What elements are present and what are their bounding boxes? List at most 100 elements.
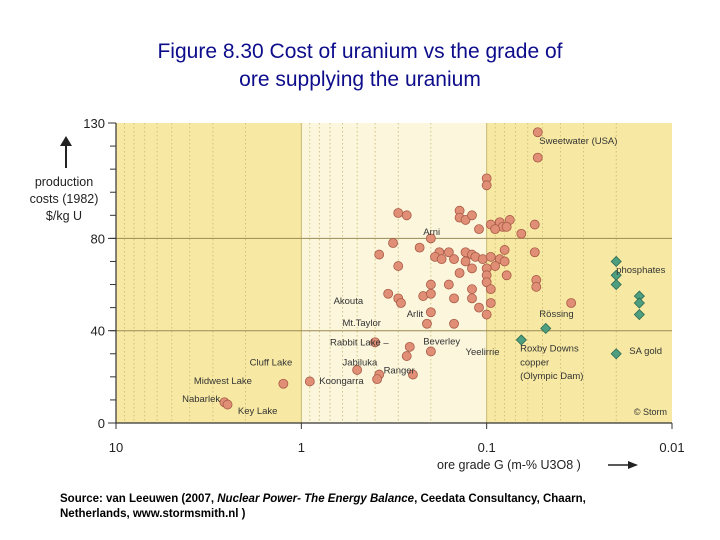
x-tick-label: 0.1 xyxy=(478,440,496,455)
deposit-point xyxy=(370,337,380,348)
deposit-point xyxy=(474,224,484,235)
deposit-point xyxy=(454,268,465,278)
deposit-point xyxy=(499,256,510,267)
deposit-label: Arlit xyxy=(407,309,424,320)
deposit-point xyxy=(467,293,477,304)
deposit-label: Nabarlek xyxy=(182,394,220,405)
y-axis-label-line: production xyxy=(35,175,93,189)
deposit-point xyxy=(425,288,436,299)
byproduct-point xyxy=(610,348,622,360)
source-prefix: Source: van Leeuwen (2007, xyxy=(60,493,218,505)
deposit-point xyxy=(449,254,459,265)
deposit-point xyxy=(425,346,436,357)
title-line-2: ore supplying the uranium xyxy=(239,68,481,91)
deposit-point xyxy=(501,221,512,232)
deposit-label: Yeelirrie xyxy=(466,347,500,358)
deposit-label: Rössing xyxy=(539,309,573,320)
deposit-label: Sweetwater (USA) xyxy=(539,136,617,147)
deposit-label: Midwest Lake xyxy=(194,376,252,387)
deposit-point xyxy=(460,256,471,267)
figure-title: Figure 8.30 Cost of uranium vs the grade… xyxy=(0,38,720,94)
byproduct-point xyxy=(515,334,527,346)
deposit-label: Rabbit Lake – xyxy=(330,338,389,349)
deposit-point xyxy=(481,180,492,191)
deposit-point xyxy=(467,263,477,274)
deposit-label: SA gold xyxy=(629,346,662,357)
deposit-point xyxy=(352,365,363,375)
deposit-point xyxy=(404,341,415,352)
deposit-point xyxy=(449,293,459,304)
deposit-point xyxy=(393,261,404,271)
deposit-point xyxy=(304,376,315,387)
y-tick-label: 130 xyxy=(83,116,105,131)
deposit-point xyxy=(422,318,432,329)
x-axis-arrow-head xyxy=(628,461,638,469)
byproduct-point xyxy=(610,278,622,291)
deposit-point xyxy=(467,210,477,221)
deposit-point xyxy=(474,302,484,313)
deposit-point xyxy=(401,351,412,361)
deposit-label: Beverley xyxy=(423,337,460,348)
y-axis-label-line: $/kg U xyxy=(46,209,82,223)
deposit-point xyxy=(222,399,233,410)
byproduct-point xyxy=(540,322,552,334)
source-suffix: , Ceedata Consultancy, Chaarn, xyxy=(414,493,586,505)
deposit-point xyxy=(374,249,385,260)
deposit-point xyxy=(425,279,436,290)
y-tick-label: 0 xyxy=(98,416,105,431)
deposit-label: Mt.Taylor xyxy=(342,318,381,329)
scatter-chart: 0 40 80 130 10 1 0.1 0.01 production costs (1982)… xyxy=(30,116,685,472)
y-tick-label: 40 xyxy=(91,324,105,339)
deposit-point xyxy=(467,284,477,295)
deposit-point xyxy=(408,369,418,380)
deposit-label: phosphates xyxy=(616,265,665,276)
deposit-point xyxy=(383,288,394,299)
deposit-point xyxy=(372,374,383,385)
deposit-point xyxy=(499,245,510,255)
y-tick-label: 80 xyxy=(91,231,105,246)
deposit-point xyxy=(414,242,425,253)
deposit-label: Cluff Lake xyxy=(250,357,293,368)
x-axis-label: ore grade G (m-% U3O8 ) xyxy=(437,458,581,472)
deposit-point xyxy=(436,254,447,265)
deposit-label: Koongarra xyxy=(319,376,364,387)
deposit-label: Akouta xyxy=(334,296,364,307)
low-grade-band xyxy=(486,123,672,423)
deposit-point xyxy=(443,247,454,258)
deposit-point xyxy=(532,127,543,138)
x-tick-label: 1 xyxy=(298,440,305,455)
deposit-label: Jabiluka xyxy=(342,357,378,368)
x-tick-label: 10 xyxy=(109,440,123,455)
deposit-point xyxy=(481,309,492,320)
deposit-point xyxy=(485,251,496,262)
deposit-label: Ranger xyxy=(384,365,415,376)
deposit-point xyxy=(443,279,454,290)
deposit-label: (Olympic Dam) xyxy=(520,371,583,382)
deposit-point xyxy=(566,298,577,308)
copyright-note: © Storm xyxy=(634,407,667,417)
source-book-title: Nuclear Power- The Energy Balance xyxy=(217,493,415,505)
deposit-point xyxy=(425,307,436,318)
deposit-label: Arni xyxy=(423,227,440,238)
deposit-label: Roxby Downs xyxy=(520,343,579,354)
deposit-point xyxy=(396,298,406,308)
deposit-point xyxy=(485,284,496,295)
byproduct-point xyxy=(633,297,645,309)
deposit-point xyxy=(516,228,527,239)
deposit-point xyxy=(529,247,540,258)
byproduct-point xyxy=(633,308,645,321)
deposit-point xyxy=(278,378,289,389)
deposit-point xyxy=(477,254,488,265)
deposit-point xyxy=(485,298,496,308)
deposit-point xyxy=(490,261,501,271)
deposit-point xyxy=(401,210,412,221)
source-note: Source: van Leeuwen (2007, Nuclear Power… xyxy=(60,492,680,522)
deposit-point xyxy=(388,238,398,248)
deposit-point xyxy=(501,270,512,281)
deposit-label: copper xyxy=(520,357,549,368)
y-axis-label-line: costs (1982) xyxy=(30,192,99,206)
byproduct-point xyxy=(610,255,622,268)
source-line-2: Netherlands, www.stormsmith.nl ) xyxy=(60,508,246,520)
deposit-point xyxy=(449,318,459,329)
deposit-point xyxy=(425,233,436,244)
